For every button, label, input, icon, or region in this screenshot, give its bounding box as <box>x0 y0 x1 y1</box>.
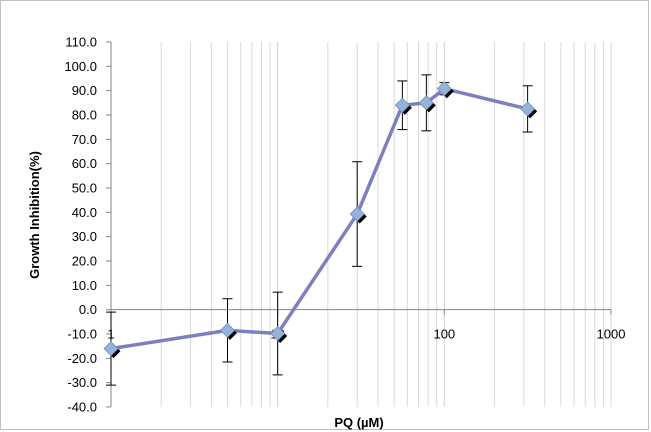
data-point <box>394 97 412 115</box>
y-tick-labels: -40.0 -30.0 -20.0 -10.0 0.0 10.0 20.0 30.0 40.0 5… <box>64 35 97 415</box>
y-tick-label: -30.0 <box>67 375 97 390</box>
y-tick-label: -10.0 <box>67 327 97 342</box>
y-tick-label: 70.0 <box>72 132 97 147</box>
data-markers <box>103 81 538 359</box>
marker-diamond <box>436 81 452 97</box>
y-tick-label: 50.0 <box>72 181 97 196</box>
y-tick-label: 100.0 <box>64 59 97 74</box>
data-point <box>520 101 538 119</box>
y-tick-label: -40.0 <box>67 400 97 415</box>
marker-diamond <box>270 325 286 342</box>
y-tick-label: 80.0 <box>72 108 97 123</box>
marker-diamond <box>219 322 236 338</box>
x-tick-label: 1000 <box>597 327 626 342</box>
x-tick-label: 100 <box>433 327 455 342</box>
y-axis-title: Growth Inhibition(%) <box>27 151 42 279</box>
y-tick-label: -20.0 <box>67 351 97 366</box>
y-tick-label: 60.0 <box>72 156 97 171</box>
y-tick-label: 20.0 <box>72 254 97 269</box>
data-point <box>219 322 237 340</box>
x-tick-labels: 1101001000 <box>107 327 625 342</box>
y-tick-label: 90.0 <box>72 83 97 98</box>
data-point <box>103 341 121 359</box>
marker-diamond <box>394 97 410 113</box>
marker-diamond <box>103 341 119 357</box>
y-tick-label: 40.0 <box>72 205 97 220</box>
data-point <box>418 95 436 113</box>
data-point <box>436 81 454 99</box>
marker-diamond <box>349 206 365 222</box>
y-tick-label: 10.0 <box>72 278 97 293</box>
axes <box>106 41 612 408</box>
data-point <box>349 206 367 224</box>
y-tick-label: 110.0 <box>65 35 97 50</box>
y-tick-label: 0.0 <box>79 302 97 317</box>
marker-diamond <box>418 95 434 111</box>
y-tick-label: 30.0 <box>72 229 97 244</box>
gridlines <box>110 42 612 407</box>
data-point <box>270 325 288 344</box>
marker-diamond <box>520 101 536 117</box>
x-axis-title: PQ (µM) <box>334 415 383 430</box>
